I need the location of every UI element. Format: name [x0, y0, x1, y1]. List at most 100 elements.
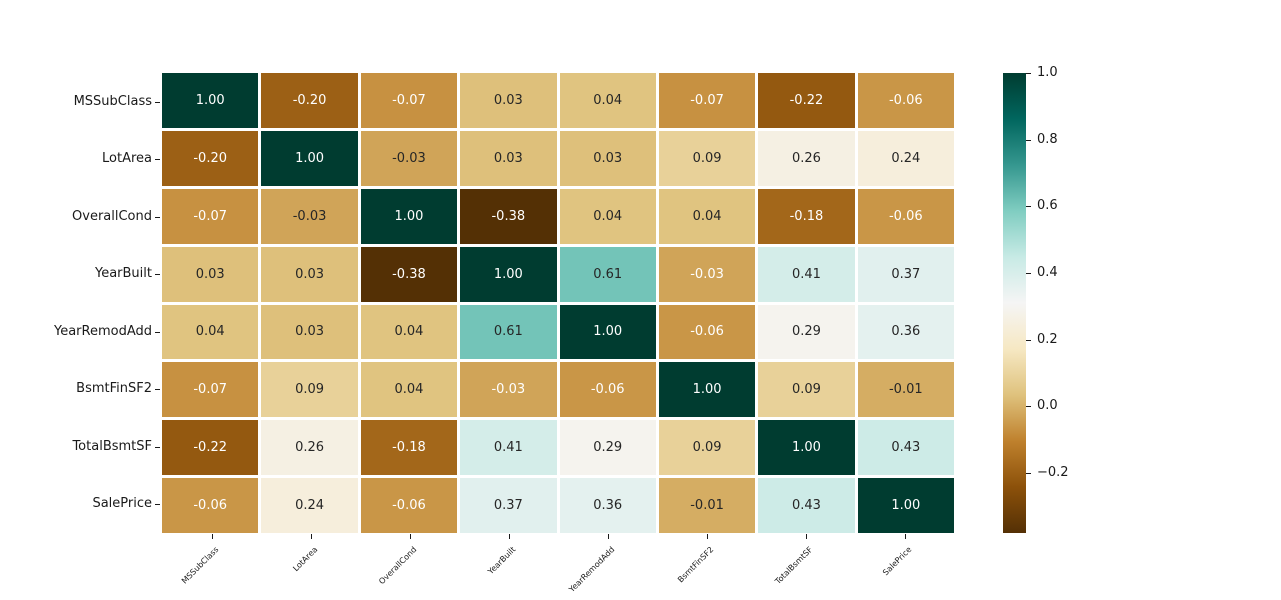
x-tick-mark — [904, 534, 906, 539]
x-tick-label: SalePrice — [880, 545, 913, 578]
heatmap-cell: -0.06 — [360, 478, 458, 533]
heatmap-cell: 0.04 — [360, 304, 458, 360]
y-tick-label: LotArea — [102, 151, 152, 167]
x-tick-mark — [607, 534, 609, 539]
heatmap-cell: 0.29 — [758, 304, 855, 360]
heatmap-cell: -0.07 — [360, 73, 458, 128]
y-tick-label: YearRemodAdd — [53, 323, 152, 339]
heatmap-cell: 0.61 — [460, 304, 557, 360]
heatmap-cell: 0.03 — [460, 130, 557, 186]
heatmap-cell: -0.20 — [162, 130, 259, 186]
heatmap-cell: 0.03 — [162, 246, 259, 302]
heatmap-cell: -0.18 — [758, 188, 855, 244]
heatmap-cell: -0.07 — [658, 73, 756, 128]
y-tick-mark — [155, 274, 160, 276]
heatmap-cell: -0.38 — [360, 246, 458, 302]
heatmap-grid: 1.00 -0.20 -0.07 0.03 0.04 -0.07 -0.22 -0.06 -0.… — [162, 73, 954, 533]
heatmap-cell: 1.00 — [261, 130, 358, 186]
colorbar-gradient — [1003, 73, 1026, 533]
x-tick-mark — [805, 534, 807, 539]
heatmap-cell: 1.00 — [162, 73, 259, 128]
heatmap-cell: 0.37 — [857, 246, 954, 302]
colorbar-tick-mark — [1026, 206, 1031, 208]
heatmap-cell: 0.26 — [758, 130, 855, 186]
colorbar-tick-mark — [1026, 273, 1031, 274]
heatmap-cell: -0.22 — [162, 420, 259, 476]
heatmap-cell: 0.61 — [559, 246, 656, 302]
heatmap-cell: 0.41 — [460, 420, 557, 476]
heatmap-cell: 0.36 — [857, 304, 954, 360]
x-tick-mark — [706, 534, 708, 539]
y-tick-mark — [155, 389, 160, 391]
heatmap-cell: 0.36 — [559, 478, 656, 533]
heatmap-cell: 0.03 — [460, 73, 557, 128]
heatmap-cell: -0.03 — [658, 246, 756, 302]
heatmap-cell: 1.00 — [460, 246, 557, 302]
heatmap-cell: 0.24 — [857, 130, 954, 186]
heatmap-cell: -0.22 — [758, 73, 855, 128]
y-tick-label: MSSubClass — [73, 93, 152, 109]
x-tick-label: MSSubClass — [179, 545, 220, 586]
y-tick-label: BsmtFinSF2 — [76, 381, 152, 397]
heatmap-cell: 0.04 — [360, 362, 458, 418]
x-tick-label: OverallCond — [376, 545, 418, 587]
heatmap-cell: -0.03 — [360, 130, 458, 186]
x-tick-mark — [508, 534, 510, 539]
heatmap-cell: 1.00 — [857, 478, 954, 533]
heatmap-cell: -0.07 — [162, 188, 259, 244]
colorbar-tick-label: −0.2 — [1037, 465, 1069, 480]
y-tick-label: YearBuilt — [94, 266, 152, 282]
heatmap-cell: 0.04 — [559, 188, 656, 244]
heatmap-cell: 0.04 — [559, 73, 656, 128]
y-tick-label: OverallCond — [72, 208, 152, 224]
x-tick-label: LotArea — [290, 545, 319, 574]
heatmap-cell: 0.09 — [658, 420, 756, 476]
heatmap-cell: -0.03 — [460, 362, 557, 418]
colorbar-tick-label: 0.8 — [1037, 131, 1058, 147]
heatmap-cell: -0.18 — [360, 420, 458, 476]
colorbar-tick-mark — [1026, 406, 1031, 408]
y-tick-mark — [155, 504, 160, 506]
colorbar-tick-mark — [1026, 139, 1031, 141]
heatmap-cell: -0.01 — [658, 478, 756, 533]
colorbar-tick-label: 0.6 — [1037, 198, 1058, 214]
y-tick-label: SalePrice — [92, 496, 152, 512]
y-tick-mark — [155, 331, 160, 333]
x-tick-label: YearRemodAdd — [566, 545, 616, 595]
heatmap-cell: -0.01 — [857, 362, 954, 418]
heatmap-cell: -0.06 — [857, 73, 954, 128]
heatmap-cell: -0.06 — [658, 304, 756, 360]
heatmap-cell: -0.20 — [261, 73, 358, 128]
colorbar-tick-label: 0.4 — [1037, 265, 1058, 280]
y-tick-mark — [155, 446, 160, 448]
heatmap-cell: -0.03 — [261, 188, 358, 244]
heatmap-cell: 1.00 — [758, 420, 855, 476]
heatmap-cell: 0.43 — [758, 478, 855, 533]
colorbar-tick-mark — [1026, 73, 1031, 74]
y-tick-label: TotalBsmtSF — [72, 438, 152, 454]
y-tick-mark — [155, 159, 160, 161]
heatmap-cell: 1.00 — [360, 188, 458, 244]
heatmap-cell: 0.03 — [261, 246, 358, 302]
y-tick-mark — [155, 101, 160, 103]
x-tick-mark — [310, 534, 312, 539]
heatmap-cell: 0.03 — [261, 304, 358, 360]
heatmap-cell: -0.06 — [857, 188, 954, 244]
heatmap-cell: -0.07 — [162, 362, 259, 418]
heatmap-cell: 0.09 — [758, 362, 855, 418]
x-tick-label: TotalBsmtSF — [772, 545, 814, 586]
colorbar-tick-label: 1.0 — [1037, 65, 1058, 80]
heatmap-cell: 0.04 — [162, 304, 259, 360]
x-tick-label: BsmtFinSF2 — [675, 545, 715, 585]
heatmap-cell: 0.41 — [758, 246, 855, 302]
heatmap-cell: 0.09 — [658, 130, 756, 186]
colorbar-tick-label: 0.2 — [1037, 331, 1058, 347]
heatmap-cell: 0.03 — [559, 130, 656, 186]
x-tick-mark — [211, 534, 213, 539]
x-tick-mark — [409, 534, 411, 539]
heatmap-cell: 0.29 — [559, 420, 656, 476]
colorbar-tick-label: 0.0 — [1037, 398, 1058, 414]
heatmap-cell: 0.37 — [460, 478, 557, 533]
heatmap-cell: -0.38 — [460, 188, 557, 244]
